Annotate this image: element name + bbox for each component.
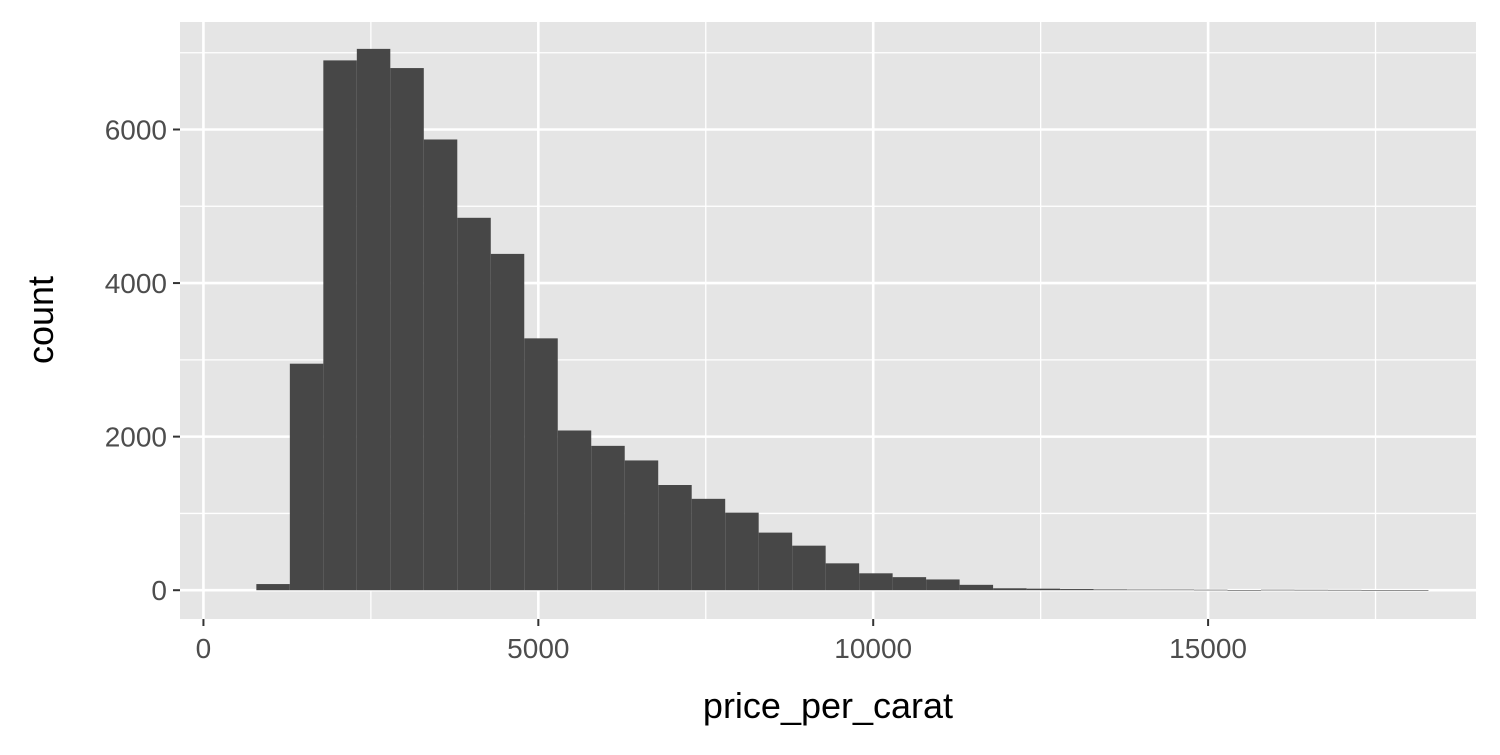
histogram-bar	[524, 338, 558, 591]
y-tick-label: 6000	[105, 114, 167, 145]
histogram-bar	[1127, 589, 1161, 591]
histogram-bar	[892, 577, 927, 591]
histogram-bar	[390, 68, 424, 591]
histogram-bar	[289, 363, 324, 591]
histogram-bar	[1227, 590, 1262, 591]
histogram-bar	[725, 512, 759, 591]
y-tick-label: 0	[151, 575, 167, 606]
x-tick-label: 0	[196, 633, 212, 664]
histogram-bar	[256, 584, 290, 591]
histogram-bar	[591, 445, 625, 591]
histogram-bar	[1394, 590, 1429, 591]
x-tick-label: 10000	[834, 633, 912, 664]
histogram-bar	[1060, 589, 1094, 591]
histogram-bar	[825, 563, 860, 591]
histogram-bar	[624, 460, 659, 591]
histogram-bar	[926, 579, 960, 591]
histogram-bar	[323, 60, 357, 591]
histogram-bar	[993, 588, 1027, 591]
x-axis-title: price_per_carat	[703, 685, 953, 726]
histogram-bar	[423, 139, 458, 591]
histogram-bar	[1361, 590, 1395, 591]
histogram-bar	[356, 48, 391, 591]
histogram-bar	[691, 498, 726, 591]
histogram-bar	[959, 584, 994, 591]
histogram-bar	[557, 430, 592, 591]
y-axis-ticks: 0 2000 4000 6000	[105, 114, 180, 606]
x-axis-ticks: 0 5000 10000 15000	[196, 619, 1247, 664]
histogram-bar	[758, 532, 793, 591]
histogram-bar	[1194, 589, 1228, 591]
histogram-bar	[457, 217, 491, 591]
histogram-bar	[859, 573, 893, 591]
histogram-bars	[256, 48, 1429, 591]
histogram-bar	[1261, 589, 1295, 591]
histogram-bar	[1294, 589, 1328, 591]
histogram-bar	[658, 485, 692, 591]
histogram-bar	[490, 253, 525, 591]
histogram-bar	[792, 545, 826, 591]
histogram-bar	[1093, 589, 1128, 591]
x-tick-label: 15000	[1169, 633, 1247, 664]
histogram-bar	[1160, 589, 1195, 591]
histogram-bar	[1327, 589, 1362, 591]
y-tick-label: 2000	[105, 422, 167, 453]
y-axis-title: count	[20, 276, 61, 364]
x-tick-label: 5000	[507, 633, 569, 664]
y-tick-label: 4000	[105, 268, 167, 299]
histogram-bar	[1026, 588, 1061, 591]
